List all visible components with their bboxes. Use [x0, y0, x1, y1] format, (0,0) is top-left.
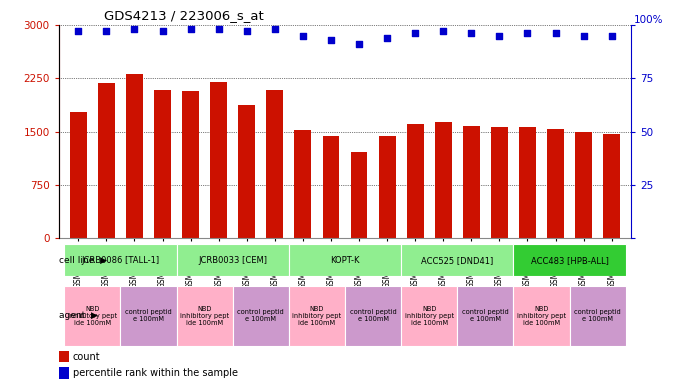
Text: control peptid
e 100mM: control peptid e 100mM: [574, 310, 621, 322]
Point: [353, 41, 364, 47]
Bar: [401, 244, 513, 276]
Text: ACC525 [DND41]: ACC525 [DND41]: [421, 256, 493, 265]
Point: [578, 33, 589, 39]
Bar: [121, 286, 177, 346]
Point: [185, 26, 196, 32]
Point: [522, 30, 533, 36]
Point: [129, 26, 140, 32]
Bar: [289, 286, 345, 346]
Bar: [345, 286, 401, 346]
Bar: [513, 244, 626, 276]
Text: NBD
inhibitory pept
ide 100mM: NBD inhibitory pept ide 100mM: [517, 306, 566, 326]
Bar: [569, 286, 626, 346]
Text: JCRB0086 [TALL-1]: JCRB0086 [TALL-1]: [81, 256, 159, 265]
Text: KOPT-K: KOPT-K: [331, 256, 359, 265]
Bar: [407, 124, 424, 238]
Bar: [463, 126, 480, 238]
Point: [437, 28, 448, 35]
Bar: [70, 112, 87, 238]
Bar: [401, 286, 457, 346]
Text: NBD
inhibitory pept
ide 100mM: NBD inhibitory pept ide 100mM: [180, 306, 229, 326]
Point: [466, 30, 477, 36]
Text: cell line  ▶: cell line ▶: [59, 256, 107, 265]
Bar: [575, 132, 592, 238]
Bar: [177, 286, 233, 346]
Text: 100%: 100%: [634, 15, 664, 25]
Bar: [233, 286, 289, 346]
Point: [550, 30, 561, 36]
Bar: [59, 351, 69, 362]
Bar: [266, 90, 283, 238]
Point: [269, 26, 280, 32]
Bar: [64, 244, 177, 276]
Bar: [351, 152, 368, 238]
Bar: [603, 134, 620, 238]
Bar: [64, 286, 121, 346]
Bar: [457, 286, 513, 346]
Point: [607, 33, 618, 39]
Bar: [59, 367, 69, 379]
Text: control peptid
e 100mM: control peptid e 100mM: [237, 310, 284, 322]
Bar: [289, 244, 401, 276]
Bar: [210, 82, 227, 238]
Bar: [154, 90, 171, 238]
Point: [410, 30, 421, 36]
Bar: [322, 136, 339, 238]
Text: NBD
inhibitory pept
ide 100mM: NBD inhibitory pept ide 100mM: [68, 306, 117, 326]
Bar: [295, 130, 311, 238]
Text: JCRB0033 [CEM]: JCRB0033 [CEM]: [198, 256, 267, 265]
Bar: [182, 91, 199, 238]
Bar: [238, 105, 255, 238]
Bar: [177, 244, 289, 276]
Text: NBD
inhibitory pept
ide 100mM: NBD inhibitory pept ide 100mM: [293, 306, 342, 326]
Bar: [379, 136, 395, 238]
Point: [213, 26, 224, 32]
Text: ACC483 [HPB-ALL]: ACC483 [HPB-ALL]: [531, 256, 609, 265]
Bar: [98, 83, 115, 238]
Text: NBD
inhibitory pept
ide 100mM: NBD inhibitory pept ide 100mM: [404, 306, 454, 326]
Point: [157, 28, 168, 35]
Text: control peptid
e 100mM: control peptid e 100mM: [125, 310, 172, 322]
Text: agent  ▶: agent ▶: [59, 311, 98, 320]
Point: [494, 33, 505, 39]
Bar: [519, 127, 536, 238]
Point: [241, 28, 253, 35]
Text: control peptid
e 100mM: control peptid e 100mM: [462, 310, 509, 322]
Text: count: count: [73, 352, 101, 362]
Point: [101, 28, 112, 35]
Point: [297, 33, 308, 39]
Point: [72, 28, 83, 35]
Bar: [491, 127, 508, 238]
Bar: [435, 122, 452, 238]
Text: GDS4213 / 223006_s_at: GDS4213 / 223006_s_at: [104, 9, 264, 22]
Text: percentile rank within the sample: percentile rank within the sample: [73, 368, 238, 378]
Text: control peptid
e 100mM: control peptid e 100mM: [350, 310, 397, 322]
Bar: [513, 286, 569, 346]
Bar: [547, 129, 564, 238]
Bar: [126, 74, 143, 238]
Point: [382, 35, 393, 41]
Point: [326, 37, 337, 43]
